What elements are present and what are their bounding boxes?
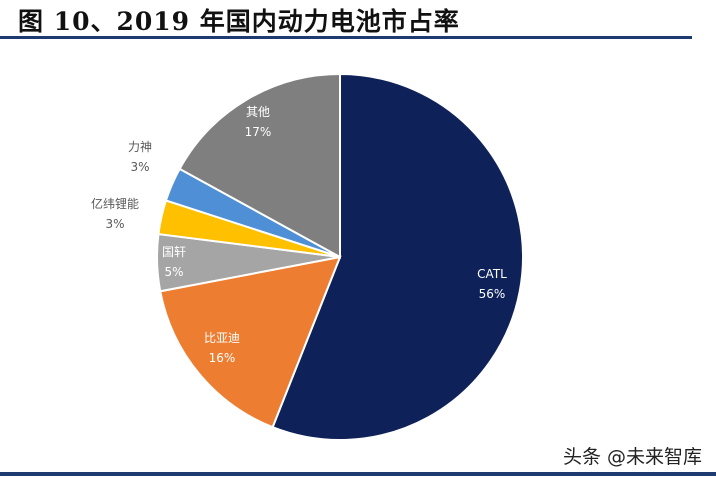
slice-label: 其他 xyxy=(246,105,270,119)
slice-label: 力神 xyxy=(128,140,152,154)
slice-value-label: 3% xyxy=(105,217,124,231)
watermark: 头条 @未来智库 xyxy=(562,446,702,468)
slice-value-label: 3% xyxy=(130,160,149,174)
pie-slice-1 xyxy=(159,255,342,429)
chart-title: 图 10、2019 年国内动力电池市占率 xyxy=(18,7,460,36)
slice-value-label: 17% xyxy=(245,125,272,139)
slice-label: 亿纬锂能 xyxy=(91,196,139,211)
slice-label: CATL xyxy=(477,267,507,281)
bottom-divider xyxy=(0,472,716,476)
title-divider xyxy=(0,36,692,39)
pie-slice-5 xyxy=(178,72,341,259)
slice-value-label: 56% xyxy=(479,287,506,301)
pie-slice-0 xyxy=(271,72,524,441)
slice-label: 比亚迪 xyxy=(204,331,240,345)
slice-label: 国轩 xyxy=(162,245,186,259)
slice-value-label: 5% xyxy=(164,265,183,279)
slice-value-label: 16% xyxy=(209,351,236,365)
